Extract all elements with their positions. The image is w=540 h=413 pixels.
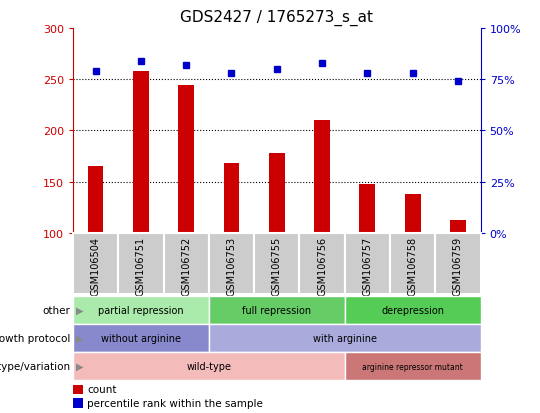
Text: growth protocol: growth protocol [0,333,70,343]
Text: GSM106751: GSM106751 [136,236,146,295]
Bar [269,154,285,233]
Bar [73,398,83,408]
Text: GSM106752: GSM106752 [181,236,191,296]
Bar [87,167,104,233]
Bar [299,233,345,294]
Text: derepression: derepression [381,305,444,315]
Bar [209,296,345,324]
Bar [450,220,466,233]
Text: percentile rank within the sample: percentile rank within the sample [87,398,263,408]
Bar [390,233,435,294]
Text: count: count [87,385,117,394]
Text: arginine repressor mutant: arginine repressor mutant [362,362,463,371]
Bar [73,233,118,294]
Text: GSM106756: GSM106756 [317,236,327,295]
Bar [209,233,254,294]
Text: ▶: ▶ [76,361,83,371]
Text: GSM106757: GSM106757 [362,236,373,296]
Bar [314,121,330,233]
Text: wild-type: wild-type [186,361,231,371]
Bar [73,324,209,352]
Text: without arginine: without arginine [101,333,181,343]
Bar [224,164,239,233]
Text: GSM106504: GSM106504 [91,236,100,295]
Bar [73,352,345,380]
Bar [133,72,149,233]
Text: GSM106758: GSM106758 [408,236,417,295]
Bar [178,86,194,233]
Bar [73,385,83,394]
Text: ▶: ▶ [76,305,83,315]
Bar [254,233,299,294]
Bar [345,233,390,294]
Bar [164,233,209,294]
Bar [345,352,481,380]
Bar [435,233,481,294]
Bar [360,184,375,233]
Bar [118,233,164,294]
Bar [73,296,209,324]
Bar [209,324,481,352]
Bar [345,296,481,324]
Text: GSM106753: GSM106753 [226,236,237,295]
Bar [404,195,421,233]
Text: genotype/variation: genotype/variation [0,361,70,371]
Text: ▶: ▶ [76,333,83,343]
Text: with arginine: with arginine [313,333,377,343]
Text: partial repression: partial repression [98,305,184,315]
Text: GSM106759: GSM106759 [453,236,463,295]
Title: GDS2427 / 1765273_s_at: GDS2427 / 1765273_s_at [180,10,373,26]
Text: other: other [42,305,70,315]
Text: GSM106755: GSM106755 [272,236,282,296]
Text: full repression: full repression [242,305,312,315]
